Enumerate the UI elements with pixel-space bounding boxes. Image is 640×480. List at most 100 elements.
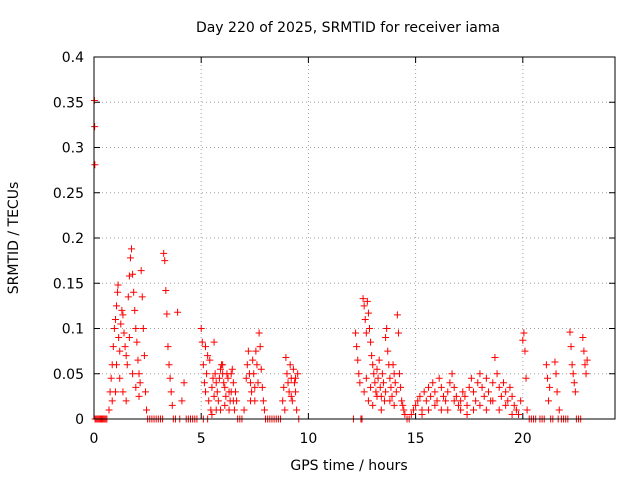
data-point xyxy=(489,379,497,387)
data-point xyxy=(435,374,443,382)
data-point xyxy=(379,379,387,387)
data-point xyxy=(356,379,364,387)
data-point xyxy=(178,397,186,405)
data-point xyxy=(376,383,384,391)
data-point xyxy=(285,388,293,396)
data-point xyxy=(247,379,255,387)
data-point xyxy=(459,388,467,396)
data-points xyxy=(90,96,591,423)
data-point xyxy=(478,383,486,391)
data-point xyxy=(409,406,417,414)
data-point xyxy=(251,383,259,391)
data-point xyxy=(216,365,224,373)
x-tick-label: 20 xyxy=(514,431,532,447)
data-point xyxy=(567,343,575,351)
data-point xyxy=(209,374,217,382)
data-point xyxy=(143,406,151,414)
data-point xyxy=(543,374,551,382)
data-point xyxy=(367,383,375,391)
data-point xyxy=(132,383,140,391)
data-point xyxy=(294,370,302,378)
data-point xyxy=(126,254,134,262)
data-point xyxy=(210,392,218,400)
data-point xyxy=(363,297,371,305)
data-point xyxy=(213,388,221,396)
data-point xyxy=(281,406,289,414)
data-point xyxy=(240,406,248,414)
data-point xyxy=(200,379,208,387)
data-point xyxy=(377,406,385,414)
data-point xyxy=(508,392,516,400)
data-point xyxy=(542,361,550,369)
data-point xyxy=(116,374,124,382)
data-point xyxy=(255,329,263,337)
data-point xyxy=(362,374,370,382)
data-point xyxy=(546,383,554,391)
data-point xyxy=(260,406,268,414)
data-point xyxy=(378,370,386,378)
data-point xyxy=(480,392,488,400)
data-point xyxy=(397,383,405,391)
data-point xyxy=(248,388,256,396)
data-point xyxy=(118,306,126,314)
data-point xyxy=(224,374,232,382)
data-point xyxy=(288,397,296,405)
data-point xyxy=(229,397,237,405)
data-point xyxy=(369,401,377,409)
data-point xyxy=(519,336,527,344)
data-point xyxy=(366,325,374,332)
data-point xyxy=(208,410,216,418)
x-tick-label: 5 xyxy=(197,431,206,447)
data-point xyxy=(122,352,130,360)
data-point xyxy=(491,353,499,361)
data-point xyxy=(115,334,123,342)
data-point xyxy=(371,379,379,387)
y-tick-label: 0.05 xyxy=(53,367,84,383)
data-point xyxy=(374,374,382,382)
data-point xyxy=(163,310,171,318)
data-point xyxy=(125,334,133,342)
data-point xyxy=(416,392,424,400)
data-point xyxy=(250,370,258,378)
data-point xyxy=(386,397,394,405)
data-point xyxy=(161,257,169,265)
data-point xyxy=(91,161,99,169)
data-point xyxy=(167,388,175,396)
data-point xyxy=(166,374,174,382)
data-point xyxy=(580,347,588,355)
data-point xyxy=(450,383,458,391)
data-point xyxy=(372,388,380,396)
data-point xyxy=(457,406,465,414)
data-point xyxy=(283,370,291,378)
data-point xyxy=(500,379,508,387)
data-point xyxy=(140,352,148,360)
data-point xyxy=(370,370,378,378)
grid-lines xyxy=(94,57,615,419)
y-tick-label: 0.3 xyxy=(62,141,84,157)
data-point xyxy=(369,361,377,369)
data-point xyxy=(258,383,266,391)
data-point xyxy=(204,352,212,360)
data-point xyxy=(389,361,397,369)
data-point xyxy=(360,302,368,310)
data-point xyxy=(454,401,462,409)
data-point xyxy=(383,325,391,332)
data-point xyxy=(215,374,223,382)
data-point xyxy=(227,388,235,396)
data-point xyxy=(287,392,295,400)
data-point xyxy=(375,356,383,364)
data-point xyxy=(125,272,133,280)
x-tick-label: 15 xyxy=(407,431,425,447)
data-point xyxy=(581,361,589,369)
data-point xyxy=(222,392,230,400)
data-point xyxy=(199,361,207,369)
data-point xyxy=(117,320,125,328)
data-point xyxy=(467,374,475,382)
data-point xyxy=(510,401,518,409)
data-point xyxy=(292,374,300,382)
data-point xyxy=(504,397,512,405)
data-point xyxy=(221,401,229,409)
data-point xyxy=(489,397,497,405)
data-point xyxy=(113,361,121,369)
